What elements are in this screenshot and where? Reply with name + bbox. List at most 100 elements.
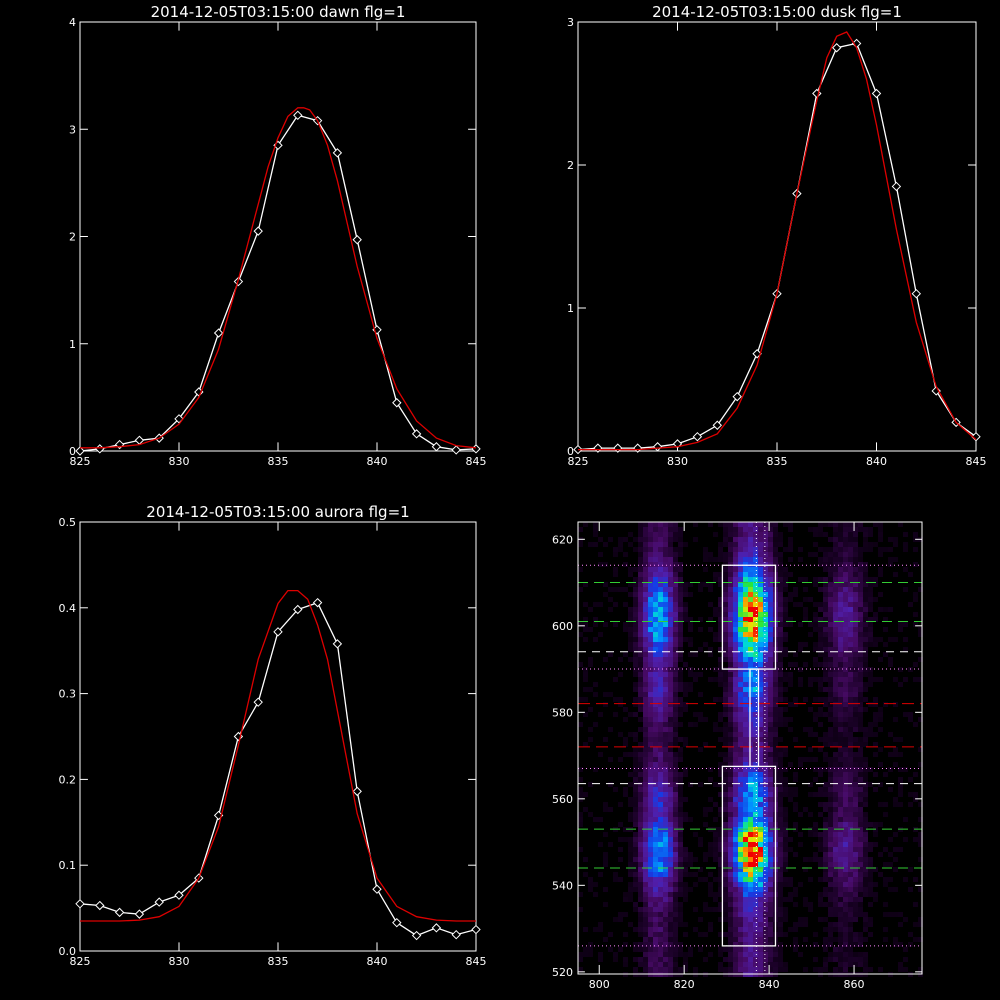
heatmap-cell: [638, 707, 643, 712]
heatmap-cell: [833, 567, 838, 572]
heatmap-cell: [783, 877, 788, 882]
heatmap-cell: [613, 587, 618, 592]
heatmap-cell: [763, 527, 768, 532]
heatmap-cell: [638, 942, 643, 947]
heatmap-cell: [728, 897, 733, 902]
heatmap-cell: [758, 692, 763, 697]
heatmap-cell: [673, 697, 678, 702]
heatmap-cell: [728, 927, 733, 932]
heatmap-cell: [643, 652, 648, 657]
heatmap-cell: [738, 742, 743, 747]
heatmap-cell: [843, 792, 848, 797]
heatmap-cell: [663, 812, 668, 817]
heatmap-cell: [628, 847, 633, 852]
heatmap-cell: [743, 887, 748, 892]
heatmap-cell: [738, 892, 743, 897]
heatmap-cell: [763, 687, 768, 692]
heatmap-cell: [718, 772, 723, 777]
heatmap-cell: [748, 907, 753, 912]
heatmap-cell: [783, 617, 788, 622]
heatmap-cell: [838, 962, 843, 967]
heatmap-cell: [613, 787, 618, 792]
heatmap-cell: [848, 677, 853, 682]
heatmap-cell: [668, 857, 673, 862]
heatmap-cell: [583, 677, 588, 682]
heatmap-cell: [753, 632, 758, 637]
heatmap-cell: [723, 752, 728, 757]
heatmap-cell: [858, 807, 863, 812]
heatmap-cell: [628, 632, 633, 637]
heatmap-cell: [748, 797, 753, 802]
heatmap-cell: [648, 757, 653, 762]
heatmap-cell: [763, 717, 768, 722]
heatmap-cell: [733, 572, 738, 577]
heatmap-cell: [648, 637, 653, 642]
heatmap-cell: [643, 522, 648, 527]
heatmap-cell: [833, 592, 838, 597]
heatmap-cell: [753, 672, 758, 677]
heatmap-cell: [763, 837, 768, 842]
heatmap-cell: [683, 897, 688, 902]
heatmap-cell: [653, 592, 658, 597]
heatmap-cell: [673, 742, 678, 747]
heatmap-cell: [663, 747, 668, 752]
heatmap-cell: [723, 882, 728, 887]
heatmap-cell: [633, 582, 638, 587]
heatmap-cell: [653, 952, 658, 957]
heatmap-cell: [653, 847, 658, 852]
heatmap-cell: [578, 967, 583, 972]
heatmap-cell: [838, 842, 843, 847]
heatmap-cell: [648, 947, 653, 952]
heatmap-cell: [658, 792, 663, 797]
heatmap-cell: [788, 837, 793, 842]
heatmap-cell: [758, 932, 763, 937]
heatmap-cell: [853, 862, 858, 867]
heatmap-cell: [673, 582, 678, 587]
heatmap-cell: [773, 757, 778, 762]
heatmap-cell: [868, 722, 873, 727]
heatmap-cell: [828, 887, 833, 892]
heatmap-cell: [733, 842, 738, 847]
heatmap-cell: [778, 737, 783, 742]
heatmap-cell: [698, 647, 703, 652]
heatmap-cell: [783, 827, 788, 832]
heatmap-cell: [648, 872, 653, 877]
heatmap-cell: [613, 712, 618, 717]
heatmap-cell: [743, 737, 748, 742]
heatmap-cell: [838, 682, 843, 687]
heatmap-cell: [843, 682, 848, 687]
heatmap-cell: [673, 592, 678, 597]
heatmap-cell: [743, 882, 748, 887]
heatmap-cell: [738, 747, 743, 752]
heatmap-cell: [843, 697, 848, 702]
heatmap-cell: [843, 957, 848, 962]
heatmap-cell: [598, 712, 603, 717]
heatmap-cell: [793, 807, 798, 812]
heatmap-cell: [778, 592, 783, 597]
y-tick-label: 0.0: [59, 945, 77, 958]
heatmap-cell: [803, 937, 808, 942]
heatmap-cell: [778, 867, 783, 872]
heatmap-cell: [833, 952, 838, 957]
heatmap-cell: [723, 847, 728, 852]
heatmap-cell: [903, 967, 908, 972]
heatmap-cell: [733, 532, 738, 537]
heatmap-cell: [638, 677, 643, 682]
heatmap-cell: [833, 612, 838, 617]
heatmap-cell: [893, 762, 898, 767]
heatmap-cell: [778, 577, 783, 582]
heatmap-cell: [758, 677, 763, 682]
heatmap-cell: [658, 892, 663, 897]
heatmap-cell: [683, 612, 688, 617]
heatmap-cell: [653, 662, 658, 667]
heatmap-cell: [838, 817, 843, 822]
heatmap-cell: [813, 757, 818, 762]
heatmap-cell: [723, 857, 728, 862]
heatmap-cell: [828, 717, 833, 722]
heatmap-cell: [873, 712, 878, 717]
heatmap-cell: [738, 557, 743, 562]
heatmap-cell: [638, 597, 643, 602]
heatmap-cell: [788, 927, 793, 932]
heatmap-cell: [898, 667, 903, 672]
heatmap-cell: [643, 717, 648, 722]
